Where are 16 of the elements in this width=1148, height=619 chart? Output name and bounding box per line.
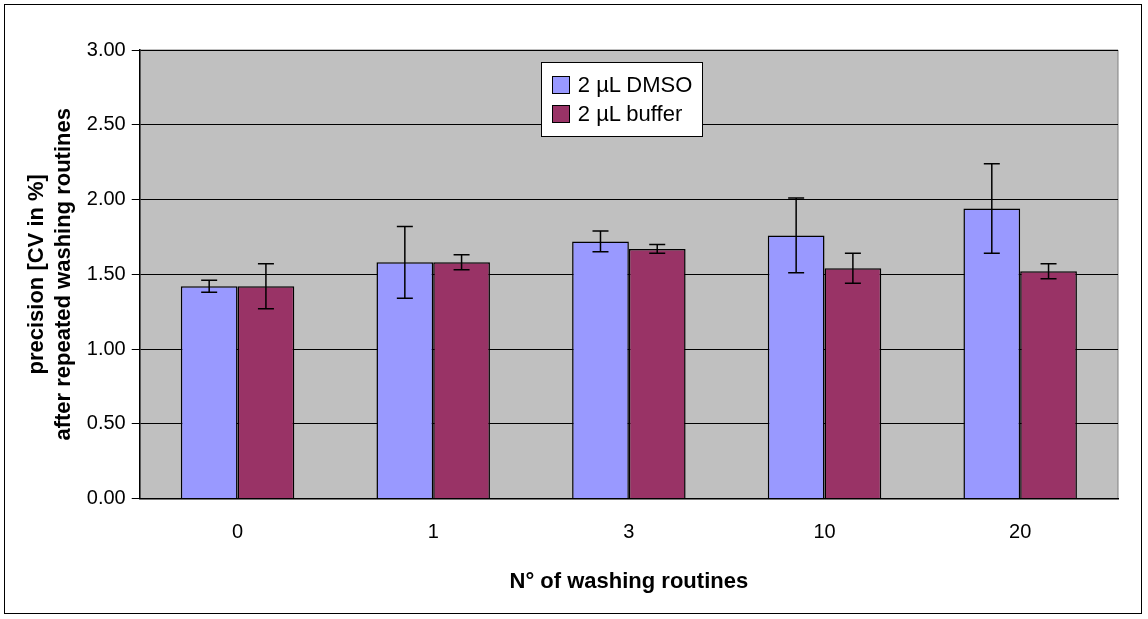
x-tick-label: 10 xyxy=(813,520,836,543)
y-tick-label: 1.50 xyxy=(86,261,126,284)
y-tick-label: 0.50 xyxy=(86,411,126,434)
legend-label: 2 µL DMSO xyxy=(577,72,693,98)
y-axis-title: precision [CV in %] after repeated washing routines xyxy=(23,108,75,441)
legend-label: 2 µL buffer xyxy=(577,101,683,127)
x-axis-title: N° of washing routines xyxy=(509,567,749,593)
y-tick-label: 2.00 xyxy=(86,187,126,210)
y-tick-label: 0.00 xyxy=(86,486,126,509)
x-tick-label: 0 xyxy=(231,520,244,543)
x-tick-label: 20 xyxy=(1009,520,1032,543)
x-tick-label: 1 xyxy=(427,520,439,543)
x-tick-label: 3 xyxy=(623,520,635,543)
y-tick-label: 3.00 xyxy=(86,37,126,60)
y-tick-label: 2.50 xyxy=(86,112,126,135)
y-tick-label: 1.00 xyxy=(86,336,126,359)
